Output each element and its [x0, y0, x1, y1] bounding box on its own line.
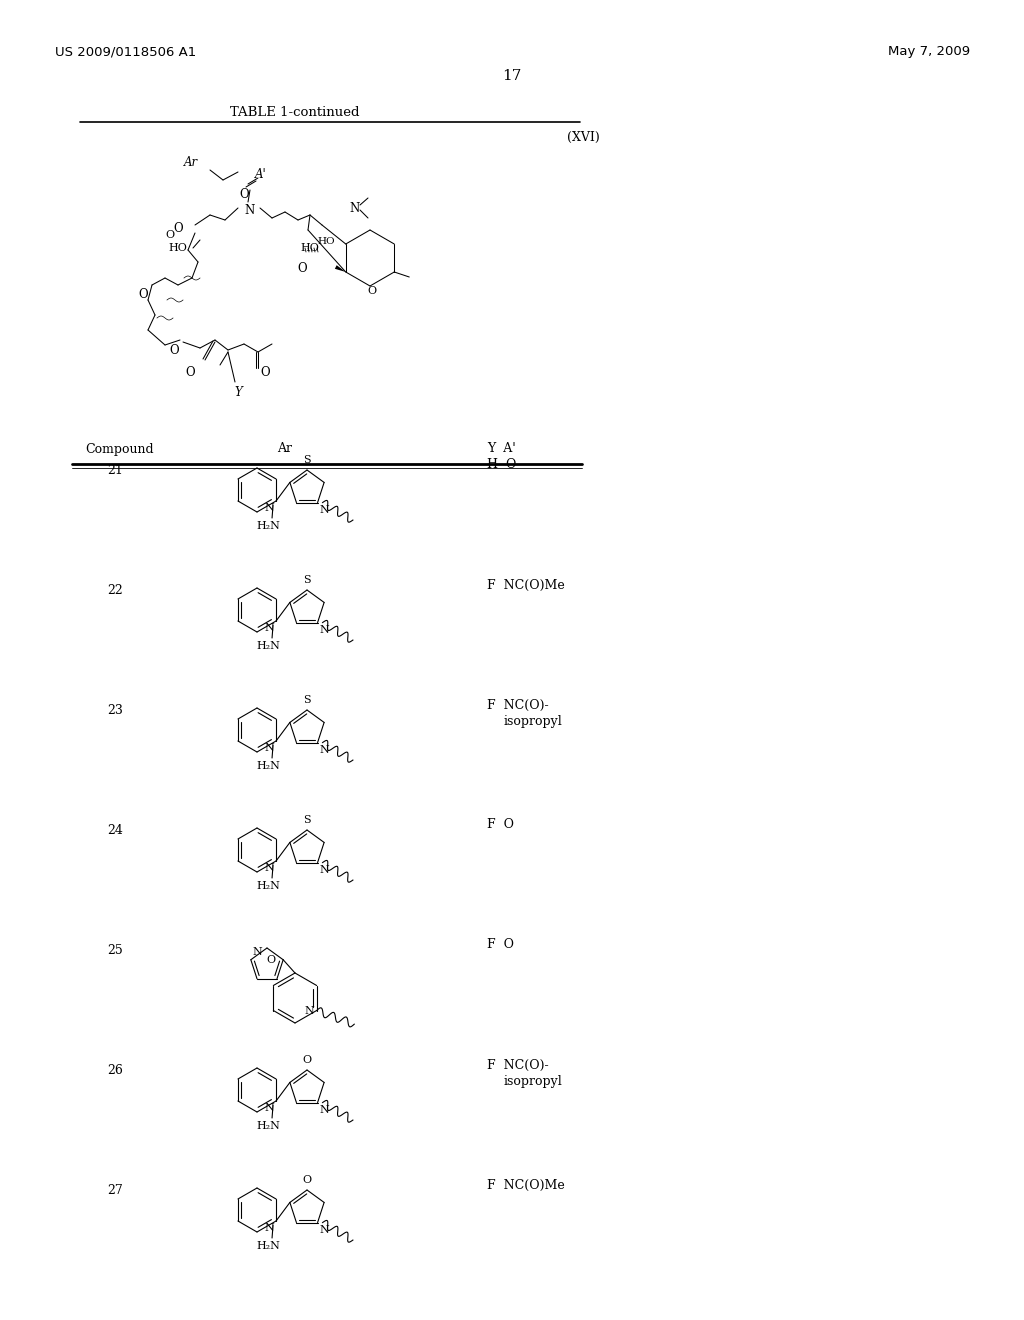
Text: N: N [319, 624, 330, 635]
Text: Ar: Ar [278, 442, 293, 455]
Text: TABLE 1-continued: TABLE 1-continued [230, 107, 359, 120]
Text: O: O [240, 189, 249, 202]
Text: HO: HO [300, 243, 318, 253]
Text: HO: HO [317, 236, 336, 246]
Text: H₂N: H₂N [256, 521, 280, 531]
Text: O: O [297, 261, 307, 275]
Text: H  O: H O [487, 458, 516, 471]
Text: O: O [266, 954, 275, 965]
Text: isopropyl: isopropyl [504, 1076, 563, 1089]
Text: F  NC(O)Me: F NC(O)Me [487, 1179, 565, 1192]
Text: H₂N: H₂N [256, 880, 280, 891]
Text: 17: 17 [503, 69, 521, 83]
Text: F  O: F O [487, 818, 514, 832]
Text: 27: 27 [108, 1184, 123, 1196]
Text: O: O [260, 366, 269, 379]
Text: HO: HO [168, 243, 186, 253]
Text: Y  A': Y A' [487, 442, 516, 455]
Text: 21: 21 [108, 463, 123, 477]
Text: N: N [264, 1224, 274, 1233]
Text: F  NC(O)Me: F NC(O)Me [487, 578, 565, 591]
Text: O: O [173, 222, 183, 235]
Text: S: S [303, 455, 311, 465]
Text: Compound: Compound [85, 442, 154, 455]
Text: isopropyl: isopropyl [504, 715, 563, 729]
Text: N: N [350, 202, 360, 214]
Text: 25: 25 [108, 944, 123, 957]
Text: 23: 23 [108, 704, 123, 717]
Text: Ar: Ar [184, 157, 198, 169]
Text: S: S [303, 814, 311, 825]
Text: H₂N: H₂N [256, 642, 280, 651]
Text: O: O [302, 1055, 311, 1065]
Text: H₂N: H₂N [256, 1241, 280, 1251]
Text: Y: Y [234, 385, 242, 399]
Text: A': A' [255, 168, 266, 181]
Text: H₂N: H₂N [256, 1121, 280, 1131]
Text: N: N [319, 1225, 330, 1234]
Text: N: N [264, 743, 274, 752]
Text: O: O [302, 1175, 311, 1185]
Text: 22: 22 [108, 583, 123, 597]
Text: F  NC(O)-: F NC(O)- [487, 1059, 549, 1072]
Text: O: O [138, 289, 147, 301]
Text: N: N [253, 946, 262, 957]
Text: H₂N: H₂N [256, 762, 280, 771]
Text: 26: 26 [108, 1064, 123, 1077]
Text: O: O [166, 230, 175, 240]
Text: N: N [264, 1104, 274, 1113]
Text: F  O: F O [487, 939, 514, 952]
Text: 24: 24 [108, 824, 123, 837]
Text: N: N [305, 1006, 314, 1015]
Text: N: N [319, 865, 330, 875]
Text: O: O [169, 343, 179, 356]
Text: S: S [303, 696, 311, 705]
Text: N: N [264, 863, 274, 873]
Text: N: N [319, 504, 330, 515]
Text: May 7, 2009: May 7, 2009 [888, 45, 970, 58]
Text: F  NC(O)-: F NC(O)- [487, 698, 549, 711]
Text: N: N [319, 1105, 330, 1114]
Text: (XVI): (XVI) [567, 131, 600, 144]
Text: N: N [319, 744, 330, 755]
Polygon shape [335, 265, 346, 272]
Text: US 2009/0118506 A1: US 2009/0118506 A1 [55, 45, 197, 58]
Text: O: O [185, 366, 195, 379]
Text: N: N [245, 203, 255, 216]
Text: N: N [264, 503, 274, 513]
Text: O: O [368, 286, 377, 296]
Text: N: N [264, 623, 274, 634]
Text: S: S [303, 576, 311, 585]
